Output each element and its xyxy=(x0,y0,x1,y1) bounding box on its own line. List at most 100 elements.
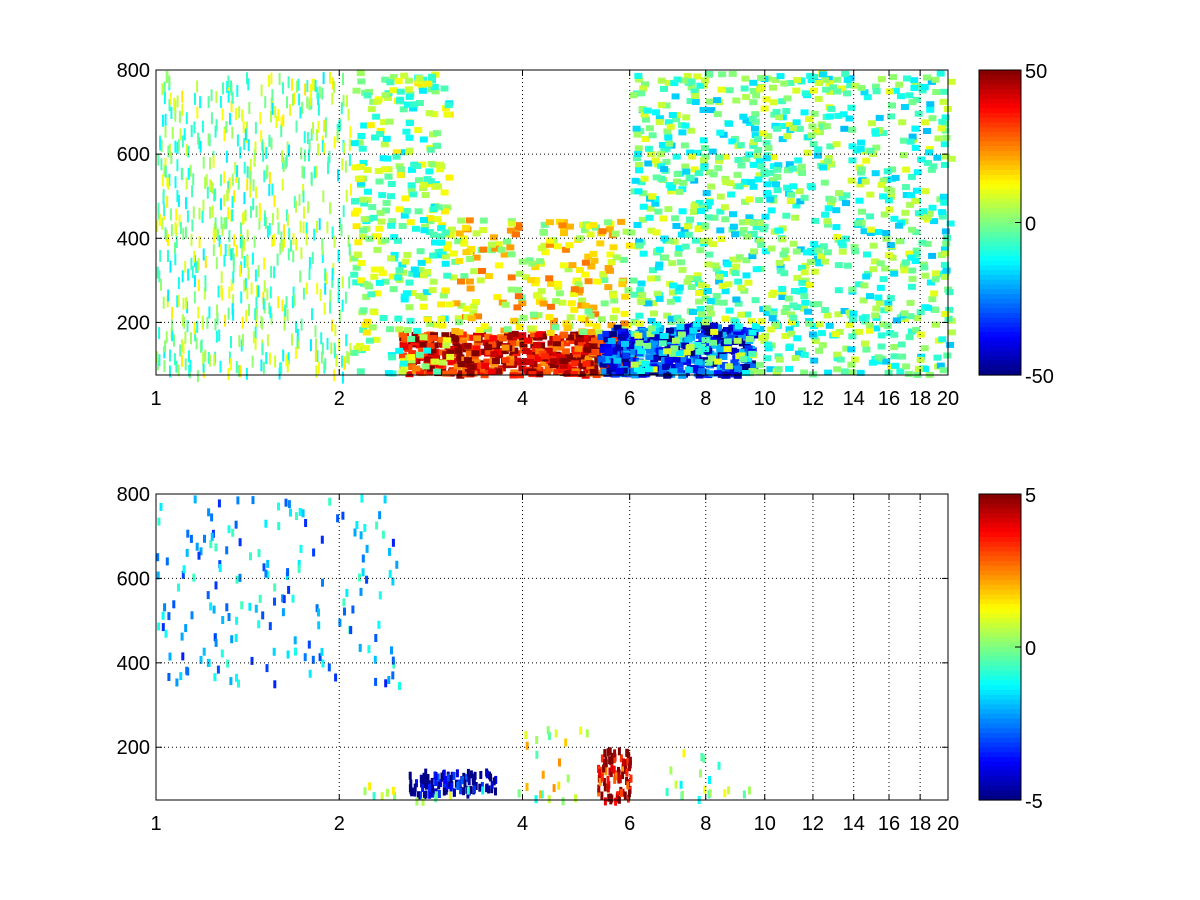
heatmap-cell xyxy=(784,295,793,302)
heatmap-cell xyxy=(582,360,591,367)
heatmap-cell xyxy=(244,209,247,222)
heatmap-cell xyxy=(825,80,834,87)
heatmap-cell xyxy=(284,498,288,507)
heatmap-cell xyxy=(539,333,548,340)
heatmap-cell xyxy=(879,193,888,200)
heatmap-cell xyxy=(349,250,351,263)
heatmap-cell xyxy=(176,295,179,308)
heatmap-cell xyxy=(837,239,846,246)
heatmap-cell xyxy=(214,581,218,590)
heatmap-cell xyxy=(263,257,266,270)
heatmap-cell xyxy=(442,787,446,796)
heatmap-cell xyxy=(266,225,269,238)
heatmap-cell xyxy=(270,137,273,150)
heatmap-cell xyxy=(905,92,914,99)
heatmap-cell xyxy=(355,521,359,529)
heatmap-cell xyxy=(810,357,819,364)
heatmap-cell xyxy=(177,294,180,307)
heatmap-cell xyxy=(259,112,262,125)
heatmap-cell xyxy=(691,99,700,105)
heatmap-cell xyxy=(507,251,516,258)
heatmap-cell xyxy=(433,216,442,223)
heatmap-cell xyxy=(341,355,343,368)
heatmap-cell xyxy=(652,174,661,181)
heatmap-cell xyxy=(616,354,625,361)
heatmap-cell xyxy=(333,136,336,149)
heatmap-cell xyxy=(227,613,231,621)
heatmap-cell xyxy=(470,356,479,363)
heatmap-cell xyxy=(637,90,646,97)
heatmap-cell xyxy=(437,781,441,790)
heatmap-cell xyxy=(474,782,478,790)
heatmap-cell xyxy=(940,246,949,253)
heatmap-cell xyxy=(446,301,455,308)
heatmap-cell xyxy=(335,354,338,367)
heatmap-cell xyxy=(737,284,746,291)
heatmap-cell xyxy=(662,158,671,165)
heatmap-cell xyxy=(702,284,711,291)
heatmap-cell xyxy=(635,340,644,347)
heatmap-cell xyxy=(342,94,345,107)
heatmap-cell xyxy=(355,139,364,146)
heatmap-cell xyxy=(300,147,303,160)
heatmap-cell xyxy=(526,325,535,332)
colorbar-swatch xyxy=(979,179,1021,185)
heatmap-cell xyxy=(185,226,187,239)
heatmap-cell xyxy=(687,78,696,85)
heatmap-cell xyxy=(356,180,365,187)
heatmap-cell xyxy=(848,143,857,150)
heatmap-cell xyxy=(221,616,225,624)
heatmap-cell xyxy=(708,355,716,362)
heatmap-cell xyxy=(415,779,418,788)
heatmap-cell xyxy=(282,82,284,95)
heatmap-cell xyxy=(774,366,783,373)
heatmap-cell xyxy=(328,150,331,163)
heatmap-cell xyxy=(732,296,741,303)
heatmap-cell xyxy=(395,347,404,354)
heatmap-cell xyxy=(646,331,655,338)
heatmap-cell xyxy=(743,311,752,318)
heatmap-cell xyxy=(408,350,417,357)
heatmap-cell xyxy=(243,138,246,151)
heatmap-cell xyxy=(164,227,167,240)
heatmap-cell xyxy=(596,339,605,346)
heatmap-cell xyxy=(237,177,240,190)
heatmap-cell xyxy=(941,228,950,235)
heatmap-cell xyxy=(695,298,704,305)
heatmap-cell xyxy=(531,264,540,271)
heatmap-cell xyxy=(687,284,696,290)
heatmap-cell xyxy=(827,200,835,207)
heatmap-cell xyxy=(157,622,161,631)
heatmap-cell xyxy=(372,336,381,343)
heatmap-cell xyxy=(209,602,213,611)
heatmap-cell xyxy=(374,677,378,686)
heatmap-cell xyxy=(176,190,179,203)
heatmap-cell xyxy=(552,335,561,342)
heatmap-cell xyxy=(438,322,447,329)
heatmap-cell xyxy=(879,177,888,184)
heatmap-cell xyxy=(253,154,256,167)
heatmap-cell xyxy=(862,273,871,280)
heatmap-cell xyxy=(562,246,570,253)
heatmap-cell xyxy=(756,361,764,368)
heatmap-cell xyxy=(620,310,629,317)
colorbar-swatch xyxy=(979,551,1021,557)
heatmap-cell xyxy=(533,341,542,348)
heatmap-cell xyxy=(283,235,286,248)
heatmap-cell xyxy=(709,323,718,330)
heatmap-cell xyxy=(768,315,777,322)
heatmap-cell xyxy=(766,169,775,176)
heatmap-cell xyxy=(787,191,796,198)
heatmap-cell xyxy=(911,125,920,132)
heatmap-cell xyxy=(633,131,642,138)
heatmap-cell xyxy=(439,779,443,788)
heatmap-cell xyxy=(426,320,435,327)
heatmap-cell xyxy=(769,163,778,170)
heatmap-cell xyxy=(485,783,489,792)
heatmap-cell xyxy=(388,569,392,578)
heatmap-cell xyxy=(424,338,433,345)
heatmap-cell xyxy=(869,266,878,273)
heatmap-cell xyxy=(361,554,365,563)
heatmap-cell xyxy=(392,153,401,160)
heatmap-cell xyxy=(669,766,673,775)
